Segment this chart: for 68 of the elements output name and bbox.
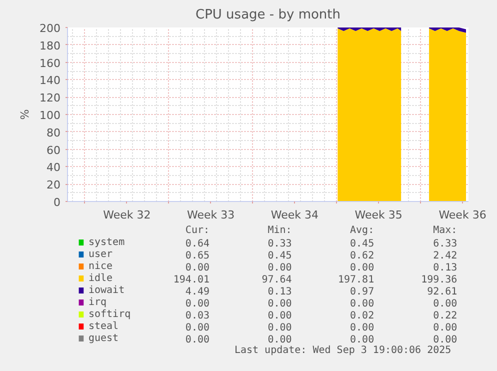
y-tick-label: 140	[40, 74, 61, 88]
text: 0.00	[185, 298, 210, 310]
text: 194.01	[173, 274, 210, 286]
y-tick-label: 60	[46, 144, 61, 157]
text: 199.36	[421, 274, 458, 286]
legend-label: nice	[88, 261, 113, 272]
text: 0.00	[433, 322, 458, 334]
text: 0.00	[268, 334, 292, 346]
text: 0.00	[433, 334, 458, 346]
y-tick-label: 200	[40, 22, 61, 35]
x-tick-label: Week 35	[354, 208, 402, 222]
text: 2.42	[433, 250, 458, 262]
legend-label: irq	[88, 297, 107, 308]
text: 197.81	[338, 274, 374, 286]
text: 0.00	[268, 322, 292, 334]
y-tick-label: 100	[40, 109, 61, 122]
legend-label: user	[88, 249, 113, 260]
text: 0.97	[350, 286, 374, 298]
legend-label: softirq	[88, 309, 131, 320]
x-tick-label: Week 32	[103, 208, 151, 222]
text: Avg:	[350, 225, 374, 236]
y-tick-label: 120	[40, 92, 61, 105]
text: 0.00	[185, 334, 210, 346]
text: 0.03	[185, 310, 210, 322]
text: 0.00	[268, 262, 292, 274]
text: 0.45	[350, 238, 374, 250]
text: 0.00	[350, 334, 374, 346]
text: 97.64	[262, 274, 292, 286]
text: 0.64	[185, 238, 210, 250]
legend-label: guest	[88, 333, 119, 344]
text: Cur:	[185, 225, 210, 236]
legend-label: idle	[88, 273, 113, 284]
legend-label: steal	[88, 321, 119, 332]
y-tick-label: 180	[40, 39, 61, 52]
text: 0.65	[185, 250, 210, 262]
text: 0.00	[185, 322, 210, 334]
text: 0.45	[268, 250, 292, 262]
text: 0.00	[350, 262, 374, 274]
x-tick-label: Week 36	[438, 208, 486, 222]
text: 0.00	[350, 322, 374, 334]
text: 0.00	[268, 298, 292, 310]
text: 0.00	[268, 310, 292, 322]
text: 92.61	[427, 286, 458, 298]
y-tick-label: 80	[46, 126, 61, 140]
x-tick-label: Week 34	[270, 208, 319, 222]
text: 0.13	[268, 286, 292, 298]
y-tick-label: 20	[46, 178, 61, 192]
text: 6.33	[433, 238, 458, 250]
text: 0.00	[350, 298, 374, 310]
text: 0.22	[433, 310, 458, 322]
legend-label: iowait	[88, 285, 125, 296]
y-tick-label: 160	[40, 56, 61, 70]
text: 0.62	[350, 250, 374, 262]
text: Min:	[268, 225, 292, 236]
y-tick-label: 40	[46, 161, 61, 174]
text: 0.13	[433, 262, 458, 274]
text: 0.02	[350, 310, 374, 322]
chart-title: CPU usage - by month	[195, 8, 341, 22]
text: 0.00	[433, 298, 458, 310]
y-axis-title: %	[18, 109, 32, 120]
text: 0.00	[185, 262, 210, 274]
text: 0.33	[268, 238, 292, 250]
text: Max:	[433, 225, 458, 236]
legend-label: system	[88, 237, 125, 248]
y-tick-label: 0	[54, 196, 60, 209]
x-tick-label: Week 33	[187, 208, 235, 222]
text: Last update: Wed Sep 3 19:00:06 2025	[234, 345, 452, 356]
text: 4.49	[185, 286, 210, 298]
